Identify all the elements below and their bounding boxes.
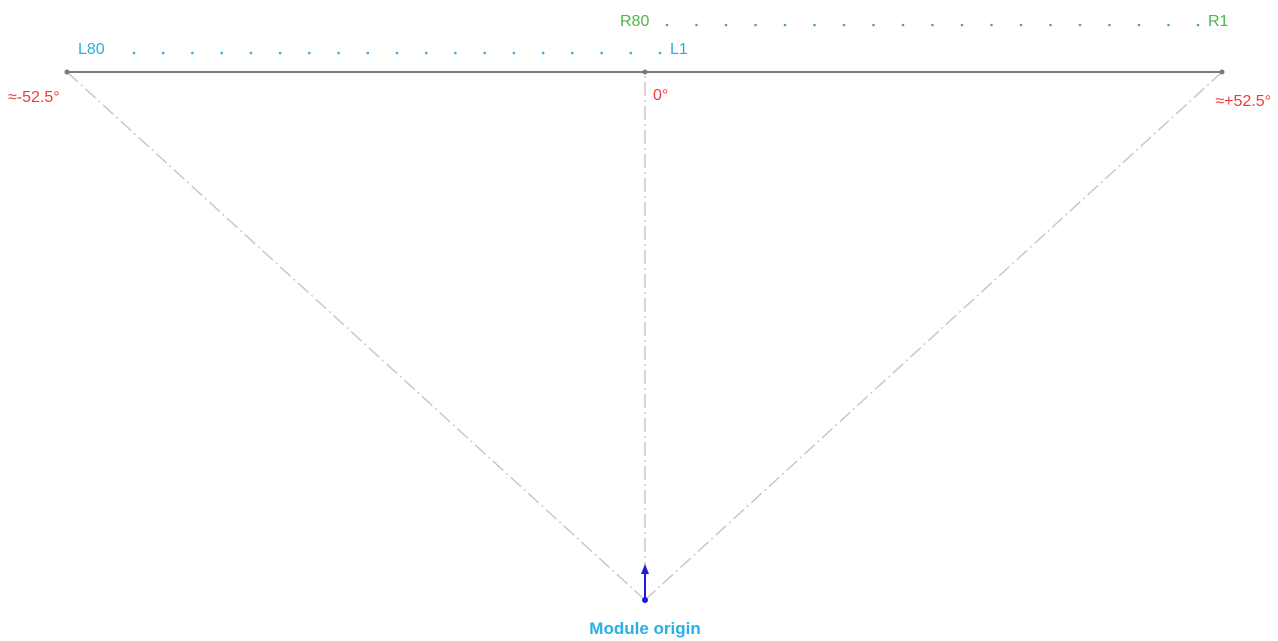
baseline-right-end <box>1219 69 1225 75</box>
left-channel-dot <box>161 51 165 55</box>
left-channel-dot <box>308 51 311 55</box>
left-channel-dot <box>483 51 487 55</box>
left-channel-dot <box>454 51 457 55</box>
origin-marker <box>641 564 649 603</box>
right-channel-dot <box>665 23 669 27</box>
right-channel-dot <box>1078 23 1082 27</box>
baseline-center-point <box>642 69 648 75</box>
left-channel-dot <box>395 51 399 55</box>
origin-arrow-head <box>641 564 649 574</box>
right-channel-dot <box>783 23 787 27</box>
left-angle-label: ≈-52.5° <box>8 89 60 106</box>
right-channel-dot <box>813 23 816 27</box>
right-start-label: R80 <box>620 13 649 30</box>
left-channel-dot <box>541 51 545 55</box>
left-guide-line <box>66 71 646 601</box>
left-channel-dot <box>629 51 633 55</box>
right-guide-line <box>644 71 1223 601</box>
right-channel-dot <box>1167 23 1170 27</box>
guide-lines <box>66 71 1223 601</box>
right-channel-dot <box>1019 23 1023 27</box>
right-channel-dot <box>960 23 964 27</box>
right-channel-dot <box>695 23 698 27</box>
left-channel-dot <box>600 51 603 55</box>
left-start-label: L80 <box>78 41 105 58</box>
right-channel-dot <box>842 23 846 27</box>
right-channel-dot <box>990 23 993 27</box>
origin-dot <box>642 597 648 603</box>
right-end-label: R1 <box>1208 13 1229 30</box>
left-channel-dot <box>191 51 194 55</box>
right-channel-dot <box>754 23 757 27</box>
right-angle-label: ≈+52.5° <box>1215 93 1271 110</box>
baseline-left-end <box>64 69 70 75</box>
left-channel-dot <box>424 51 428 55</box>
right-channel-dot <box>901 23 905 27</box>
origin-label: Module origin <box>589 619 700 638</box>
left-channel-dot <box>278 51 282 55</box>
left-channel-dot <box>658 51 662 55</box>
left-channel-dot <box>220 51 223 55</box>
left-channel-dots <box>132 51 662 55</box>
right-channel-dot <box>931 23 934 27</box>
left-channel-dot <box>512 51 516 55</box>
right-channel-dot <box>1196 23 1200 27</box>
left-end-label: L1 <box>670 41 688 58</box>
center-angle-label: 0° <box>653 87 668 104</box>
left-channel-dot <box>132 51 136 55</box>
right-channel-dots <box>665 23 1200 27</box>
right-channel-dot <box>1049 23 1052 27</box>
right-channel-dot <box>1137 23 1141 27</box>
left-channel-dot <box>249 51 253 55</box>
left-channel-dot <box>366 51 370 55</box>
right-channel-dot <box>872 23 875 27</box>
right-channel-dot <box>1108 23 1111 27</box>
right-channel-dot <box>724 23 728 27</box>
left-channel-dot <box>337 51 340 55</box>
left-channel-dot <box>571 51 574 55</box>
